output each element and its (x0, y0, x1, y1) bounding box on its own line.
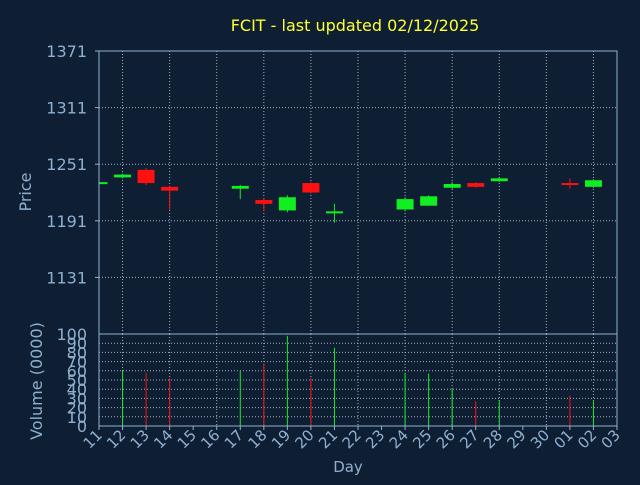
candle-26 (443, 182, 461, 189)
candle-body (99, 182, 108, 185)
volume-tick-label: 50 (67, 371, 87, 390)
candle-body (161, 186, 179, 191)
chart-title: FCIT - last updated 02/12/2025 (231, 16, 480, 35)
volume-tick-label: 70 (67, 353, 87, 372)
price-tick-labels: 1371 1311 1251 1191 1131 (46, 42, 87, 287)
candle-18 (255, 198, 273, 212)
candle-body (325, 211, 343, 214)
price-tick-label: 1371 (46, 42, 87, 61)
price-tick-label: 1131 (46, 268, 87, 287)
volume-tick-label: 30 (67, 389, 87, 408)
volume-tick-label: 80 (67, 343, 87, 362)
candle-body (561, 183, 579, 186)
candle-19 (278, 195, 296, 213)
candle-body (278, 197, 296, 211)
candle-12 (114, 173, 132, 179)
volume-tick-label: 40 (67, 380, 87, 399)
volume-tick-label: 100 (56, 325, 87, 344)
candle-body (420, 196, 438, 206)
candle-01 (561, 178, 579, 189)
candle-body (396, 199, 414, 210)
day-axis-label: Day (333, 458, 363, 476)
candlesticks (98, 167, 602, 223)
candle-21 (325, 203, 343, 223)
candle-body (137, 169, 155, 184)
candle-02 (584, 179, 602, 188)
candle-body (114, 174, 132, 178)
candle-28 (490, 177, 508, 183)
candle-14 (161, 185, 179, 211)
volume-tick-label: 60 (67, 362, 87, 381)
price-tick-label: 1191 (46, 212, 87, 231)
candle-body (490, 178, 508, 182)
candle-body (584, 180, 602, 187)
price-tick-label: 1251 (46, 155, 87, 174)
candle-body (467, 183, 485, 187)
candle-body (443, 184, 461, 188)
volume-tick-label: 10 (67, 408, 87, 427)
volume-tick-label: 20 (67, 399, 87, 418)
candle-body (231, 185, 249, 189)
candle-24 (396, 197, 414, 212)
candle-body (302, 183, 320, 193)
candle-17 (231, 184, 249, 200)
volume-bars (122, 335, 594, 426)
volume-axis-label: Volume (0000) (27, 322, 46, 440)
volume-tick-label: 90 (67, 334, 87, 353)
candle-27 (467, 182, 485, 188)
candle-13 (137, 167, 155, 185)
candle-20 (302, 182, 320, 194)
volume-panel-frame (98, 333, 618, 427)
candle-25 (420, 195, 438, 206)
price-axis-label: Price (16, 172, 35, 211)
volume-tick-label: 0 (77, 417, 87, 436)
candle-body (255, 200, 273, 204)
day-tick-labels: 1112131415161718192021222324252627282930… (80, 426, 624, 452)
candle-11 (98, 182, 108, 185)
price-tick-label: 1311 (46, 99, 87, 118)
